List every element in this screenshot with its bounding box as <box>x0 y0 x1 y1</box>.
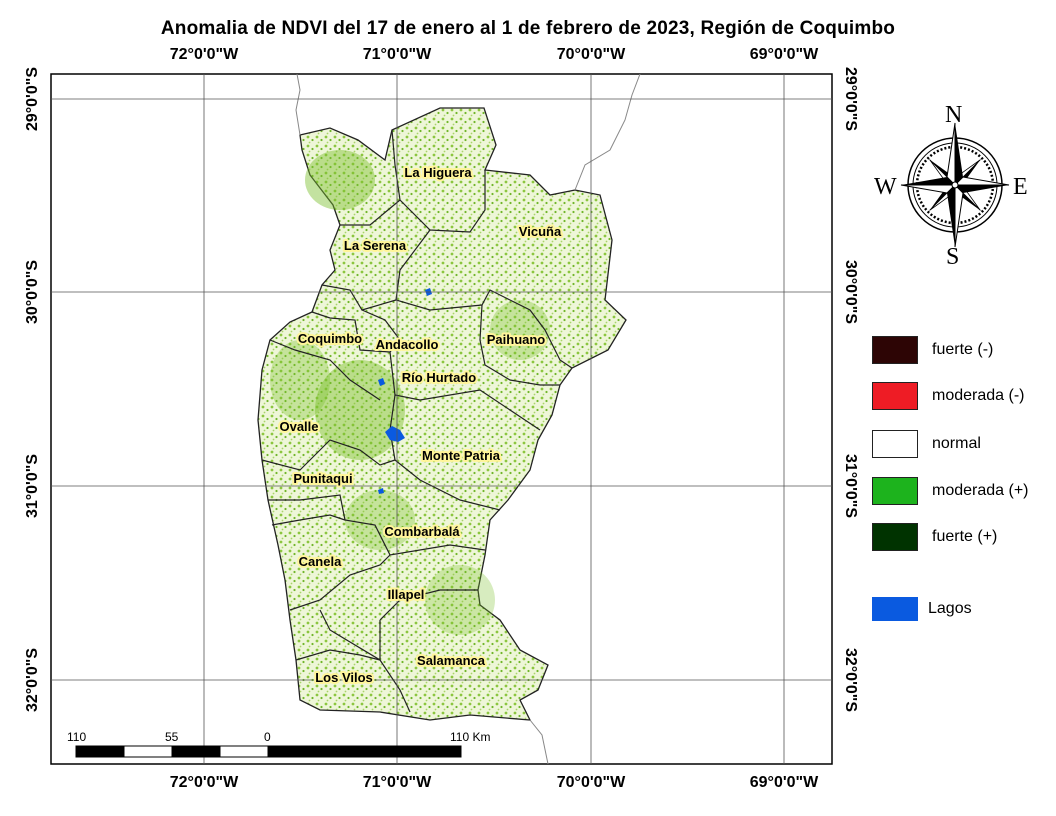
top-lon-label-72: 72°0'0"W <box>169 46 239 63</box>
label-salamanca: Salamanca <box>417 653 486 668</box>
bottom-lon-label-69: 69°0'0"W <box>749 774 819 791</box>
bottom-lon-label-70: 70°0'0"W <box>556 774 626 791</box>
municipality-borders <box>261 129 573 713</box>
scale-label-55: 55 <box>165 730 179 744</box>
scale-label-110-km: 110 Km <box>450 730 491 744</box>
label-illapel: Illapel <box>388 587 425 602</box>
legend-label: moderada (+) <box>932 482 1029 499</box>
label-la-serena: La Serena <box>344 238 407 253</box>
scale-bar <box>75 745 462 758</box>
top-lon-label-69: 69°0'0"W <box>749 46 819 63</box>
label-ovalle: Ovalle <box>279 419 318 434</box>
legend-label: fuerte (-) <box>932 341 994 358</box>
legend-swatch <box>872 597 918 621</box>
label-la-higuera: La Higuera <box>404 165 472 180</box>
bottom-lon-label-71: 71°0'0"W <box>362 774 432 791</box>
scale-label-0: 0 <box>264 730 271 744</box>
label-punitaqui: Punitaqui <box>293 471 352 486</box>
region-coquimbo-area <box>257 107 627 721</box>
label-los-vilos: Los Vilos <box>315 670 373 685</box>
neighbour-border-east <box>574 74 641 191</box>
label-andacollo: Andacollo <box>376 337 439 352</box>
label-canela: Canela <box>299 554 342 569</box>
legend-label: normal <box>932 435 981 452</box>
graticule <box>51 74 832 764</box>
legend-swatch <box>872 523 918 551</box>
top-lon-label-71: 71°0'0"W <box>362 46 432 63</box>
compass-e-label: E <box>1013 174 1028 200</box>
compass-w-label: W <box>874 174 897 200</box>
bottom-lon-label-72: 72°0'0"W <box>169 774 239 791</box>
legend-swatch <box>872 430 918 458</box>
neighbour-border-south <box>529 719 549 764</box>
map-title: Anomalia de NDVI del 17 de enero al 1 de… <box>160 18 896 39</box>
compass-s-label: S <box>946 244 960 270</box>
legend-label: fuerte (+) <box>932 528 998 545</box>
legend-swatch <box>872 382 918 410</box>
compass-rose-icon <box>900 122 1010 248</box>
label-paihuano: Paihuano <box>487 332 546 347</box>
compass-n-label: N <box>945 102 963 128</box>
label-combarbala: Combarbalá <box>384 524 460 539</box>
neighbour-border-north <box>295 74 301 136</box>
lakes <box>378 288 432 494</box>
label-rio-hurtado: Río Hurtado <box>402 370 476 385</box>
label-monte-patria: Monte Patria <box>422 448 501 463</box>
legend-label: moderada (-) <box>932 387 1025 404</box>
label-vicuna: Vicuña <box>519 224 562 239</box>
label-coquimbo: Coquimbo <box>298 331 362 346</box>
legend-label: Lagos <box>928 600 972 617</box>
legend-swatch <box>872 477 918 505</box>
top-lon-label-70: 70°0'0"W <box>556 46 626 63</box>
legend-swatch <box>872 336 918 364</box>
scale-label-110: 110 <box>67 730 87 744</box>
